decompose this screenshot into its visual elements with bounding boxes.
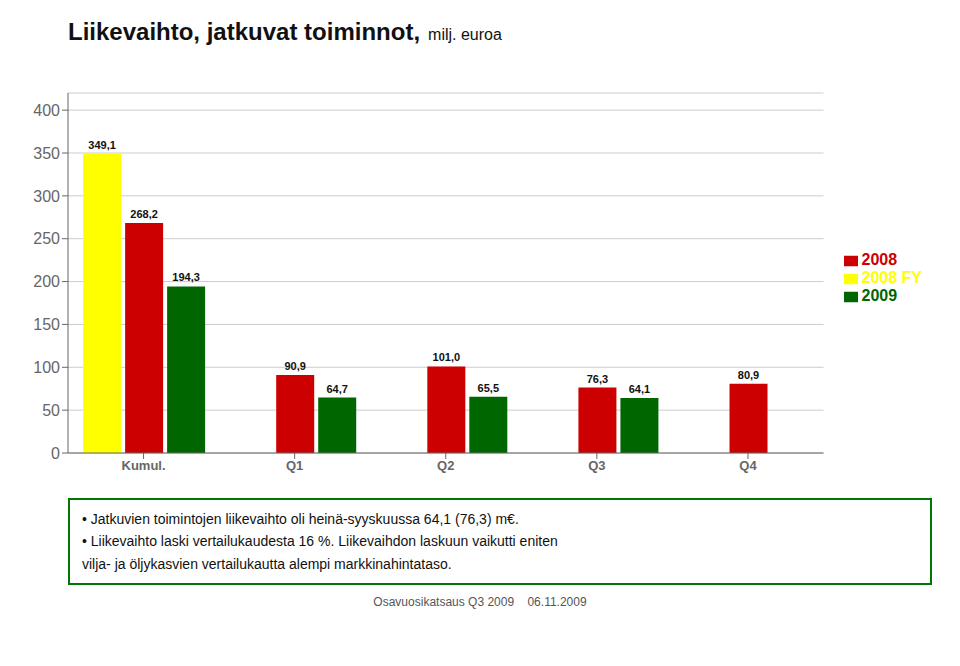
html-text:Liikevaihto, jatkuvat toiminno: Liikevaihto, jatkuvat toiminnot, milj. e…	[68, 18, 502, 45]
html-text:Osavuosikatsaus Q3 2009 06.11.: Osavuosikatsaus Q3 2009 06.11.2009	[373, 595, 587, 610]
svg-text:Q2: Q2	[437, 458, 454, 473]
svg-text:76,3: 76,3	[587, 373, 608, 385]
svg-text:Q4: Q4	[739, 458, 757, 473]
svg-text:268,2: 268,2	[130, 208, 158, 220]
svg-text:0: 0	[51, 445, 60, 462]
svg-text:Q1: Q1	[286, 458, 303, 473]
svg-text:Q3: Q3	[588, 458, 605, 473]
html-text:2008: 2008	[861, 251, 898, 268]
svg-text:50: 50	[42, 402, 60, 419]
svg-text:150: 150	[33, 316, 60, 333]
svg-text:64,1: 64,1	[629, 383, 650, 395]
svg-text:350: 350	[33, 145, 60, 162]
html-text:• Liikevaihto laski vertailuka: • Liikevaihto laski vertailukaudesta 16 …	[82, 533, 558, 550]
svg-text:194,3: 194,3	[172, 271, 200, 283]
html-text:vilja- ja öljykasvien vertailu: vilja- ja öljykasvien vertailukautta ale…	[82, 555, 452, 572]
svg-text:65,5: 65,5	[478, 382, 499, 394]
svg-text:300: 300	[33, 188, 60, 205]
svg-text:100: 100	[33, 359, 60, 376]
svg-text:349,1: 349,1	[88, 139, 116, 151]
html-text:• Jatkuvien toimintojen liikev: • Jatkuvien toimintojen liikevaihto oli …	[82, 511, 519, 527]
svg-text:64,7: 64,7	[327, 383, 348, 395]
svg-text:250: 250	[33, 230, 60, 247]
html-text:2008 FY: 2008 FY	[861, 269, 922, 286]
svg-text:Kumul.: Kumul.	[122, 458, 166, 473]
svg-text:90,9: 90,9	[285, 360, 306, 372]
svg-text:400: 400	[33, 102, 60, 119]
svg-text:80,9: 80,9	[738, 369, 759, 381]
html-text:2009: 2009	[861, 287, 898, 304]
svg-text:200: 200	[33, 273, 60, 290]
svg-text:101,0: 101,0	[433, 351, 461, 363]
